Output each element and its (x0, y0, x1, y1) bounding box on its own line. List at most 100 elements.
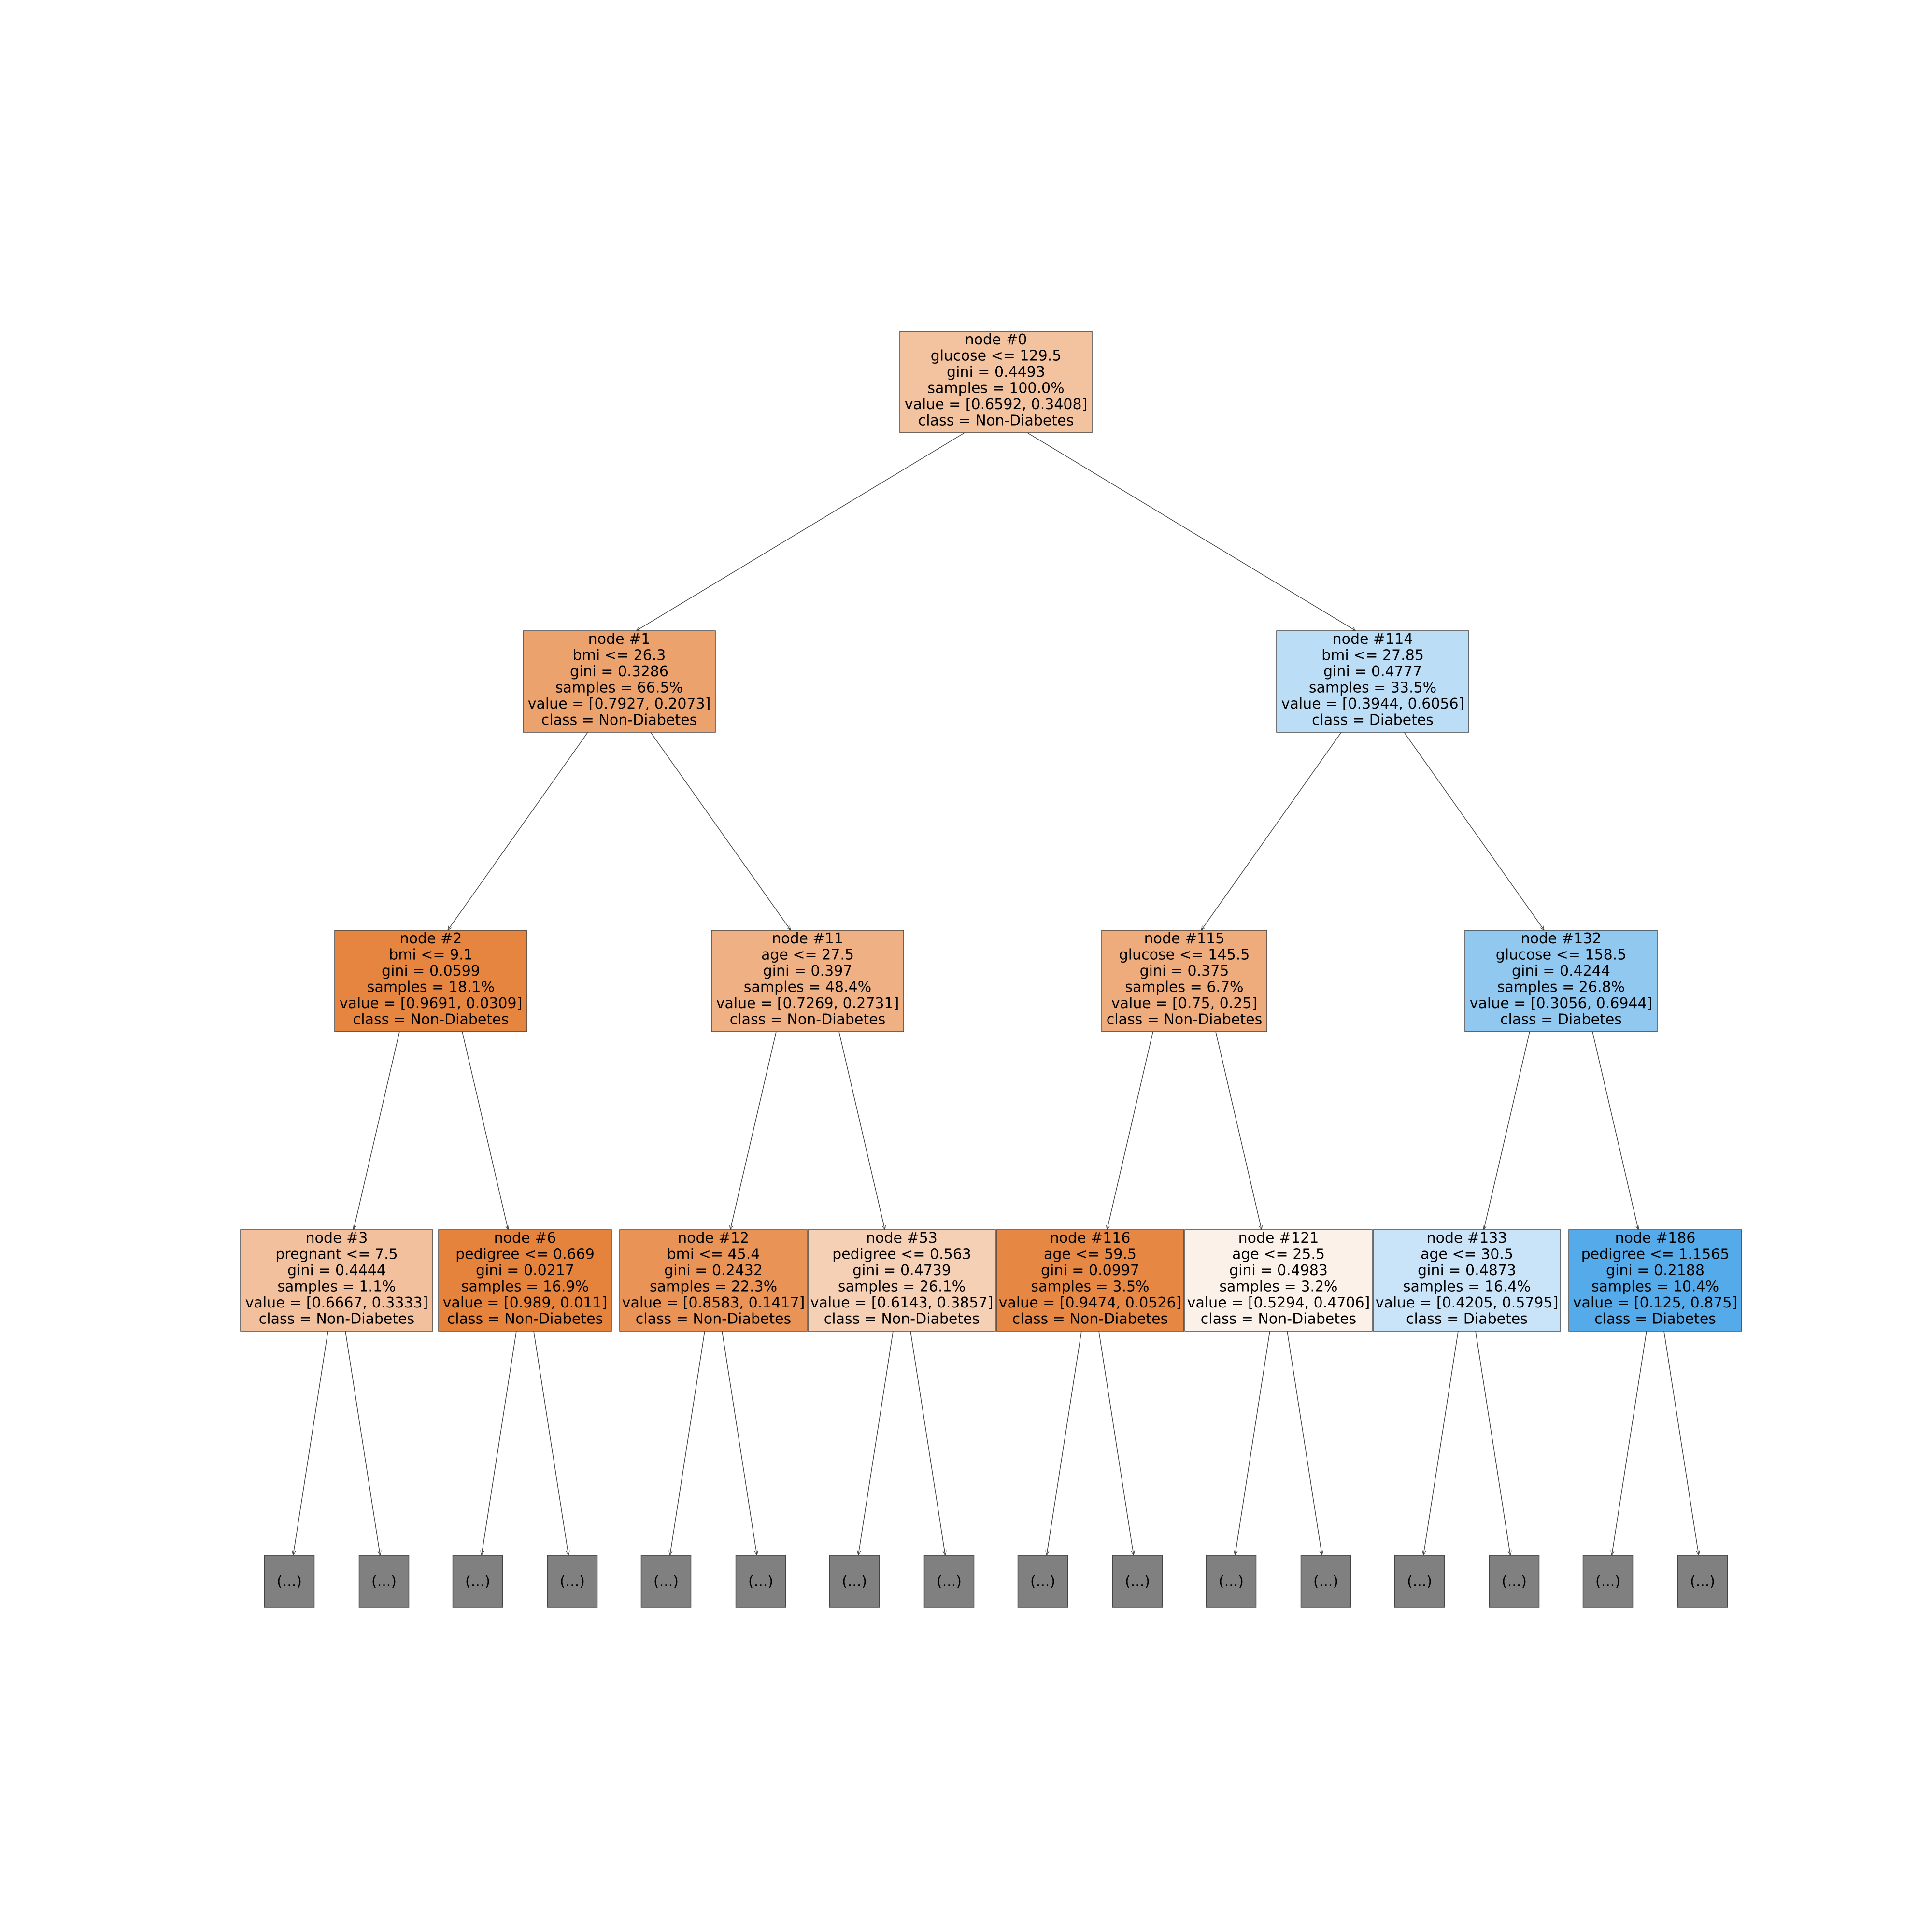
truncated-subtree-label: (...) (560, 1573, 585, 1590)
split-rule: pedigree <= 0.563 (832, 1246, 971, 1263)
truncated-subtree: (...) (1112, 1555, 1163, 1608)
class-distribution: value = [0.7269, 0.2731] (716, 995, 899, 1012)
node-box (619, 1229, 808, 1332)
class-distribution: value = [0.3944, 0.6056] (1281, 696, 1464, 712)
split-rule: pedigree <= 1.1565 (1581, 1246, 1730, 1263)
edge-133-stub-0 (1423, 1331, 1459, 1555)
node-box (438, 1229, 612, 1332)
truncated-subtree: (...) (358, 1555, 410, 1608)
gini-value: gini = 0.2188 (1606, 1262, 1705, 1279)
edge-132-186 (1592, 1031, 1638, 1230)
node-box (1464, 930, 1658, 1032)
truncated-subtree-label: (...) (1690, 1573, 1715, 1590)
gini-value: gini = 0.4873 (1418, 1262, 1516, 1279)
split-rule: glucose <= 129.5 (931, 348, 1062, 365)
class-label: class = Diabetes (1594, 1311, 1716, 1328)
truncated-subtree: (...) (264, 1555, 315, 1608)
truncated-subtrees-layer: (...) (...) (...) (...) (...) (...) (...) (...)… (264, 1555, 1728, 1608)
samples-value: samples = 1.1% (277, 1279, 396, 1295)
class-distribution: value = [0.8583, 0.1417] (622, 1294, 805, 1311)
gini-value: gini = 0.4493 (947, 364, 1045, 381)
edge-0-1 (636, 432, 965, 631)
truncated-subtree: (...) (452, 1555, 503, 1608)
truncated-subtree-label: (...) (1595, 1573, 1620, 1590)
split-rule: age <= 27.5 (761, 947, 854, 964)
gini-value: gini = 0.0217 (476, 1262, 574, 1279)
class-label: class = Non-Diabetes (824, 1311, 980, 1328)
class-distribution: value = [0.989, 0.011] (443, 1294, 607, 1311)
samples-value: samples = 6.7% (1125, 979, 1243, 996)
truncated-subtree-label: (...) (1219, 1573, 1244, 1590)
class-label: class = Non-Diabetes (541, 712, 697, 729)
split-rule: age <= 30.5 (1421, 1246, 1513, 1263)
class-distribution: value = [0.75, 0.25] (1111, 995, 1257, 1012)
edge-115-121 (1215, 1031, 1262, 1230)
truncated-subtree-label: (...) (748, 1573, 773, 1590)
truncated-subtree-label: (...) (1030, 1573, 1055, 1590)
node-box (523, 630, 716, 733)
truncated-subtree-box (829, 1555, 880, 1608)
truncated-subtree-box (1112, 1555, 1163, 1608)
truncated-subtree: (...) (735, 1555, 786, 1608)
node-id-label: node #114 (1333, 631, 1413, 648)
truncated-subtree: (...) (1206, 1555, 1257, 1608)
edge-53-stub-1 (910, 1331, 945, 1555)
truncated-subtree-label: (...) (1407, 1573, 1432, 1590)
class-label: class = Non-Diabetes (730, 1011, 886, 1028)
edge-3-stub-0 (293, 1331, 328, 1555)
node-id-label: node #121 (1238, 1230, 1319, 1247)
split-rule: age <= 25.5 (1232, 1246, 1325, 1263)
edge-12-stub-1 (722, 1331, 757, 1555)
node-box (808, 1229, 996, 1332)
truncated-subtree-label: (...) (465, 1573, 490, 1590)
gini-value: gini = 0.4777 (1323, 663, 1422, 680)
gini-value: gini = 0.4739 (852, 1262, 951, 1279)
truncated-subtree: (...) (1582, 1555, 1634, 1608)
truncated-subtree: (...) (547, 1555, 598, 1608)
truncated-subtree-box (1394, 1555, 1445, 1608)
edge-114-132 (1404, 732, 1544, 930)
class-distribution: value = [0.125, 0.875] (1573, 1294, 1737, 1311)
class-label: class = Diabetes (1500, 1011, 1622, 1028)
class-label: class = Non-Diabetes (636, 1311, 792, 1328)
node-id-label: node #115 (1144, 930, 1225, 947)
node-id-label: node #12 (678, 1230, 749, 1247)
gini-value: gini = 0.4244 (1512, 963, 1610, 980)
class-distribution: value = [0.4205, 0.5795] (1376, 1294, 1559, 1311)
samples-value: samples = 66.5% (555, 680, 683, 696)
class-label: class = Non-Diabetes (1012, 1311, 1168, 1328)
edge-2-6 (462, 1031, 508, 1230)
truncated-subtree-box (452, 1555, 503, 1608)
split-rule: bmi <= 27.85 (1321, 647, 1424, 664)
truncated-subtree-box (1300, 1555, 1351, 1608)
node-box (1276, 630, 1469, 733)
node-box (240, 1229, 433, 1332)
edge-53-stub-0 (858, 1331, 894, 1555)
edge-116-stub-1 (1098, 1331, 1134, 1555)
edge-6-stub-1 (533, 1331, 568, 1555)
gini-value: gini = 0.0599 (382, 963, 480, 980)
edge-11-53 (838, 1031, 885, 1230)
edge-186-stub-0 (1612, 1331, 1647, 1555)
truncated-subtree-label: (...) (1502, 1573, 1527, 1590)
node-box (1101, 930, 1267, 1032)
class-label: class = Diabetes (1406, 1311, 1528, 1328)
class-distribution: value = [0.9691, 0.0309] (340, 995, 523, 1012)
gini-value: gini = 0.0997 (1041, 1262, 1139, 1279)
class-distribution: value = [0.3056, 0.6944] (1470, 995, 1653, 1012)
truncated-subtree: (...) (1489, 1555, 1540, 1608)
node-id-label: node #2 (400, 930, 462, 947)
truncated-subtree: (...) (1394, 1555, 1445, 1608)
samples-value: samples = 26.1% (838, 1279, 966, 1295)
edge-12-stub-0 (670, 1331, 705, 1555)
edge-115-116 (1107, 1031, 1153, 1230)
